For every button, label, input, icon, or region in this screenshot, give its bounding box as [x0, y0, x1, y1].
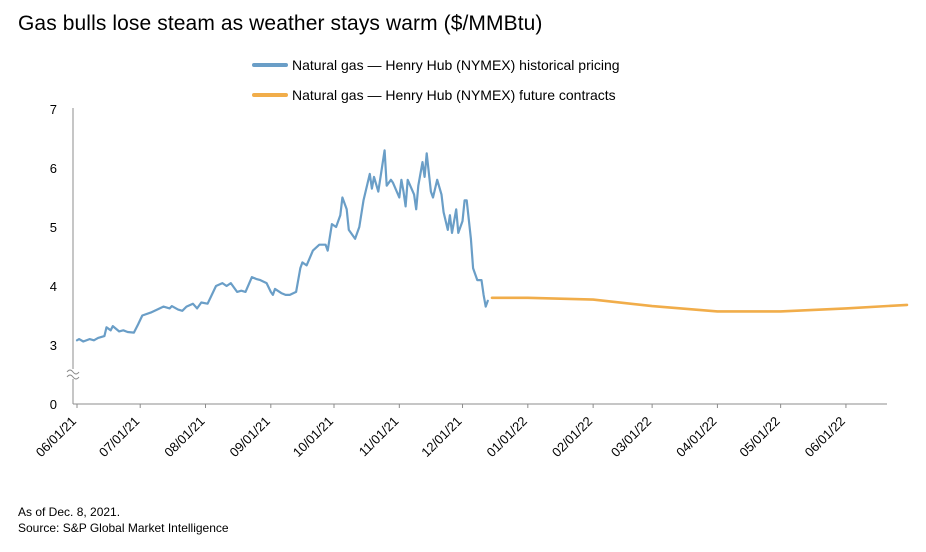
as-of-note: As of Dec. 8, 2021. — [18, 505, 121, 519]
series-line-futures — [490, 296, 909, 313]
y-tick-label: 7 — [50, 102, 57, 117]
series-line-historical — [75, 149, 489, 343]
x-tick-label: 05/01/22 — [736, 414, 782, 460]
x-tick-label: 10/01/21 — [290, 414, 336, 460]
legend-swatch-historical — [252, 63, 288, 67]
x-tick-label: 02/01/22 — [549, 414, 595, 460]
legend-item-historical: Natural gas — Henry Hub (NYMEX) historic… — [252, 50, 620, 80]
line-chart: 0 3 4 5 6 7 06/01/21 07/01/21 08/01/21 09/01/21 10… — [33, 102, 909, 460]
legend-swatch-futures — [252, 93, 288, 97]
axis-break-mask — [67, 369, 79, 379]
legend-label-historical: Natural gas — Henry Hub (NYMEX) historic… — [292, 57, 620, 73]
chart-title: Gas bulls lose steam as weather stays wa… — [18, 12, 543, 35]
chart-series — [75, 149, 909, 343]
source-note: Source: S&P Global Market Intelligence — [18, 521, 229, 535]
x-tick-label: 07/01/21 — [96, 414, 142, 460]
chart-legend: Natural gas — Henry Hub (NYMEX) historic… — [252, 50, 620, 110]
chart-axes: 0 3 4 5 6 7 06/01/21 07/01/21 08/01/21 09/01/21 10… — [33, 102, 887, 460]
x-tick-label: 11/01/21 — [356, 414, 402, 460]
x-tick-label: 06/01/21 — [33, 414, 79, 460]
y-tick-label: 3 — [50, 338, 57, 353]
x-tick-label: 08/01/21 — [161, 414, 207, 460]
y-tick-label: 0 — [50, 397, 57, 412]
x-tick-label: 04/01/22 — [673, 414, 719, 460]
x-tick-label: 06/01/22 — [802, 414, 848, 460]
x-tick-label: 03/01/22 — [608, 414, 654, 460]
axis-break-mark-bottom — [66, 374, 80, 380]
y-tick-label: 4 — [50, 279, 57, 294]
y-tick-label: 6 — [50, 161, 57, 176]
x-tick-label: 01/01/22 — [484, 414, 530, 460]
x-tick-label: 09/01/21 — [227, 414, 273, 460]
axis-break-mark-top — [66, 369, 80, 375]
chart-footnote: As of Dec. 8, 2021. Source: S&P Global M… — [18, 504, 229, 536]
legend-label-futures: Natural gas — Henry Hub (NYMEX) future c… — [292, 87, 616, 103]
x-tick-label: 12/01/21 — [418, 414, 464, 460]
y-tick-label: 5 — [50, 220, 57, 235]
legend-item-futures: Natural gas — Henry Hub (NYMEX) future c… — [252, 80, 620, 110]
